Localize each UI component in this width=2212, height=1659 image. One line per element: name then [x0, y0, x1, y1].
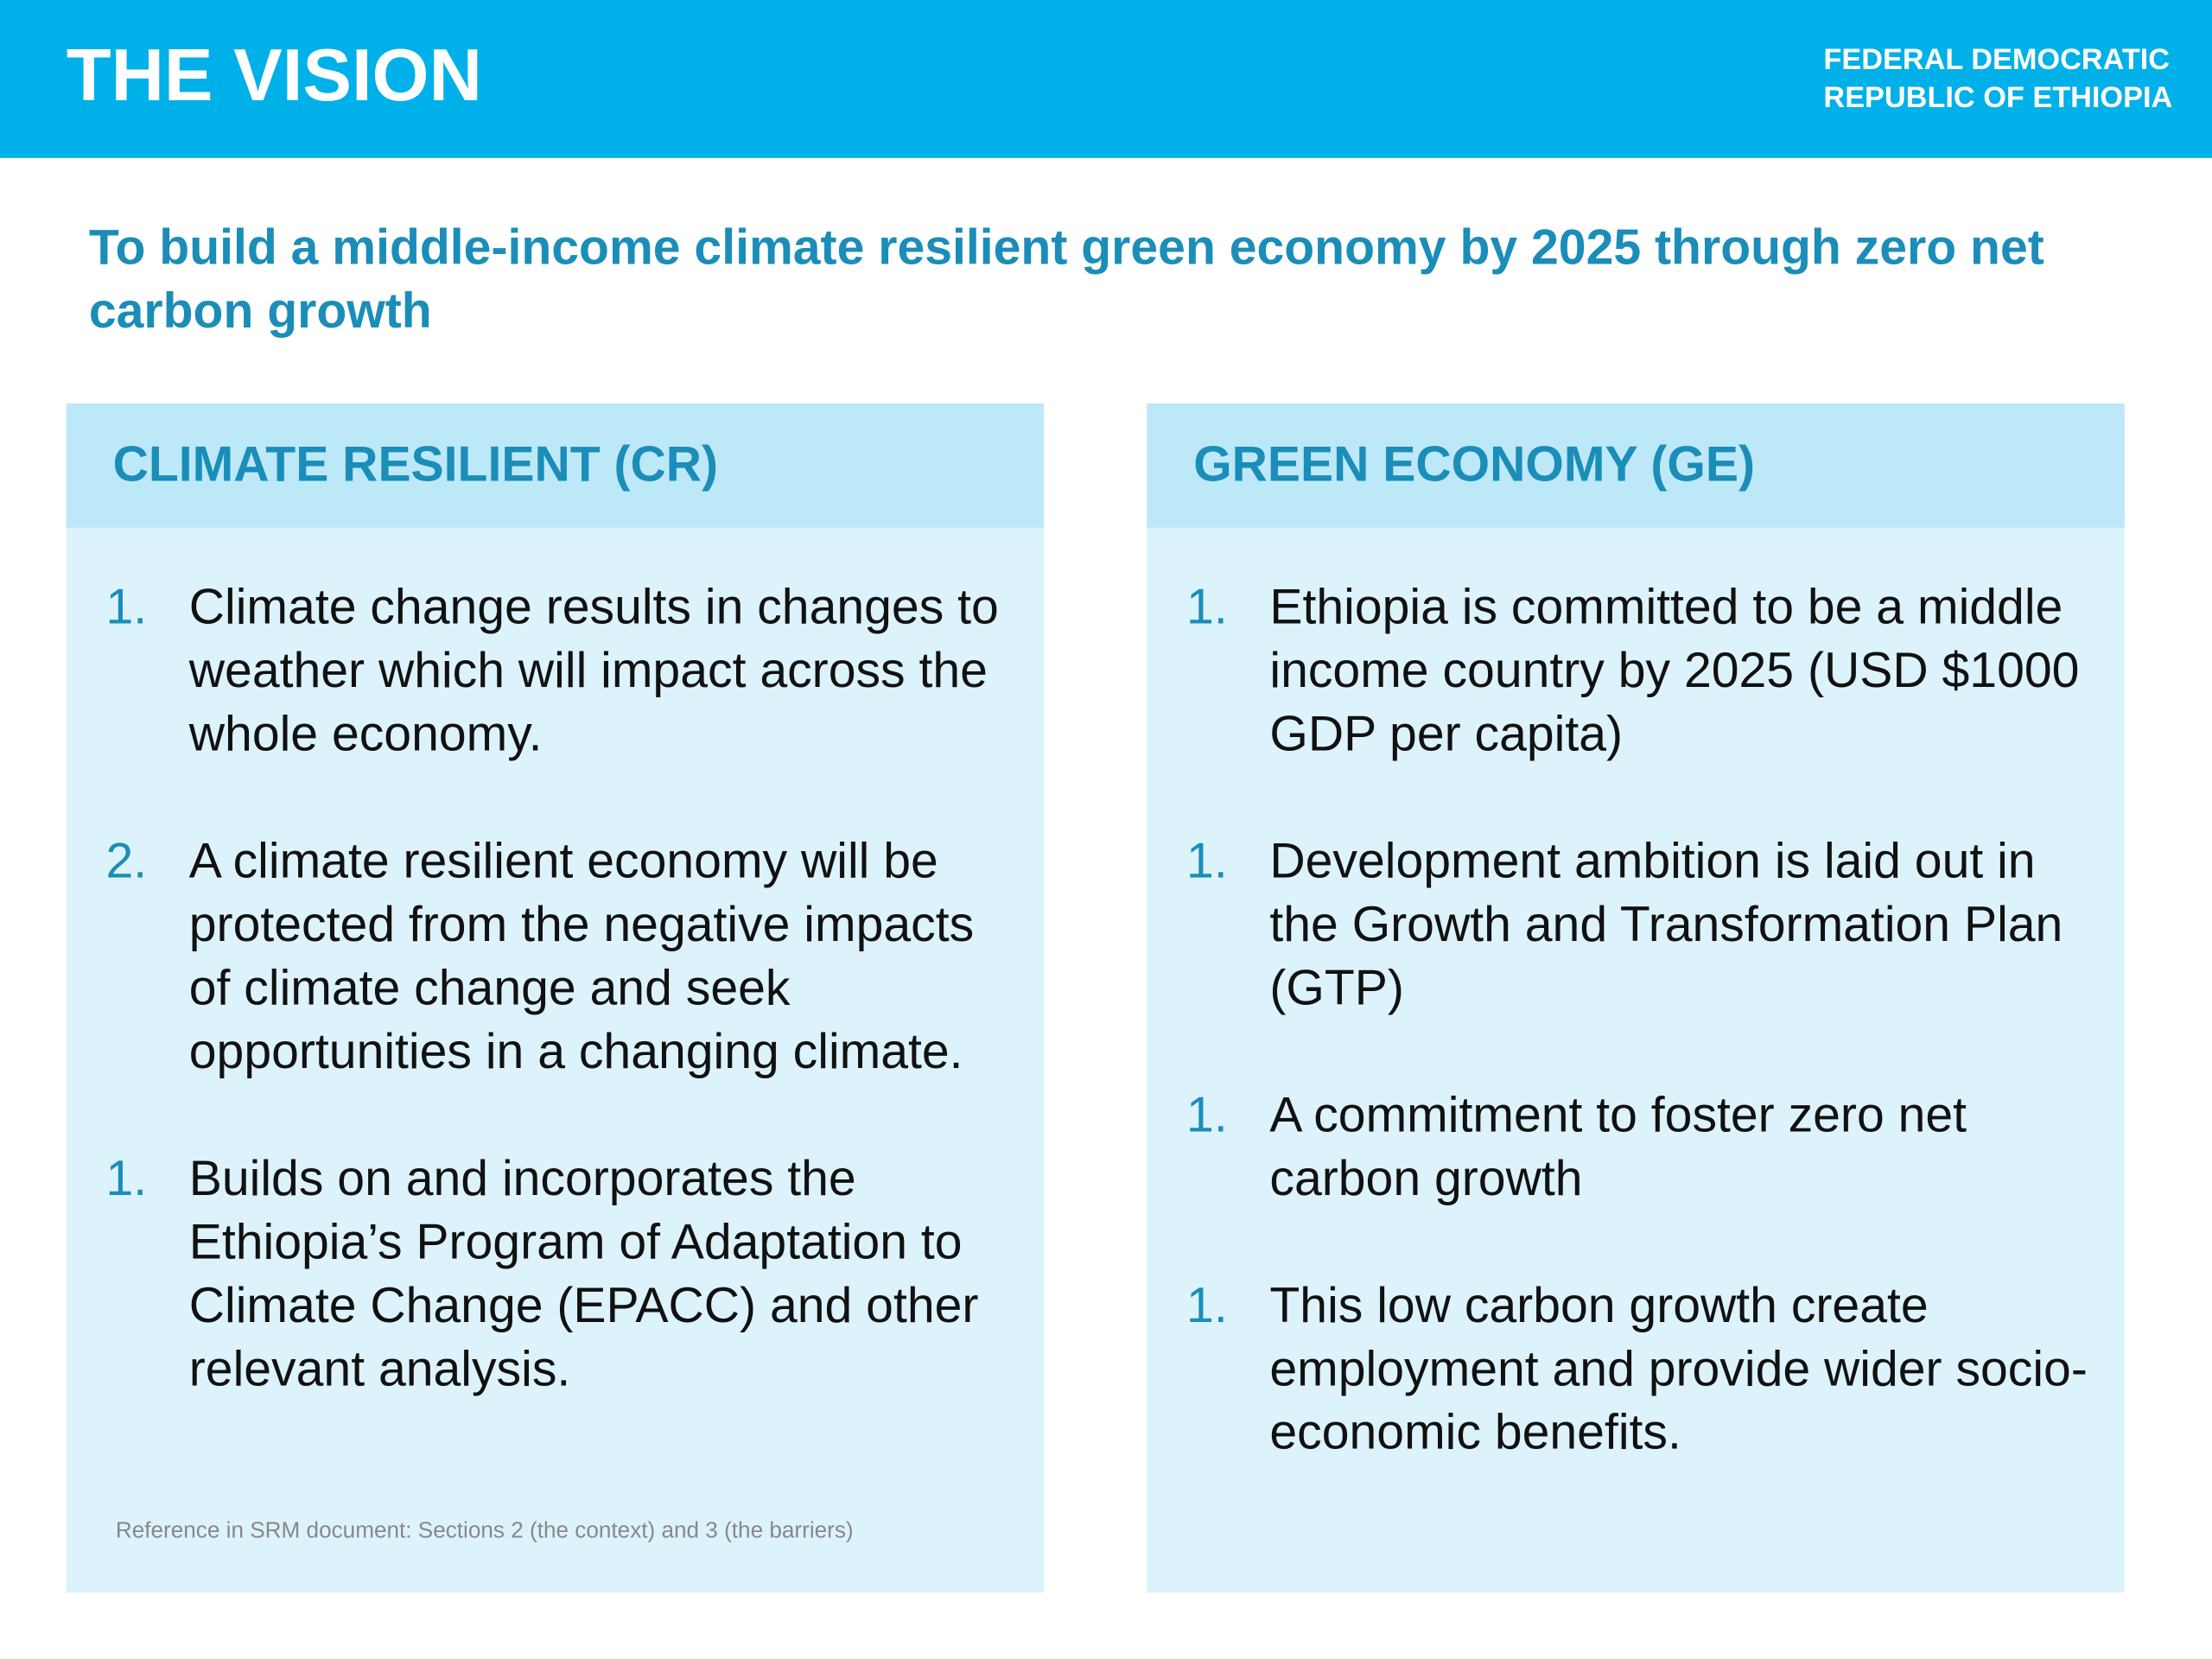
item-text: Development ambition is laid out in the …: [1269, 833, 2063, 1016]
item-text: A commitment to foster zero net carbon g…: [1269, 1087, 1967, 1206]
vision: To build a middle-income climate resilie…: [88, 219, 2044, 339]
item-number: 1.: [105, 580, 148, 635]
item-list: 1. Climate change results in changes to w…: [67, 575, 998, 1465]
item-text: Builds on and incorporates the Ethiopia’…: [188, 1151, 979, 1397]
item-text: Ethiopia is committed to be a middle inc…: [1269, 580, 2080, 762]
footnote: Reference in SRM document: Sections 2 (t…: [115, 1519, 854, 1544]
item-list: 1. Ethiopia is committed to be a middle i…: [1147, 575, 2088, 1528]
list-item: 1. This low carbon growth create employme…: [1147, 1274, 2088, 1464]
item-text: Climate change results in changes to wea…: [188, 580, 999, 762]
title: THE VISION: [66, 35, 482, 118]
item-text: A climate resilient economy will be prot…: [188, 833, 975, 1079]
list-item: 1. A commitment to foster zero net carbon…: [1147, 1084, 2078, 1211]
panel-heading: CLIMATE RESILIENT (CR): [66, 403, 1045, 528]
list-item: 1. Ethiopia is committed to be a middle i…: [1147, 575, 2079, 766]
org-line: REPUBLIC OF ETHIOPIA: [1823, 81, 2173, 115]
item-number: 1.: [1186, 1278, 1228, 1333]
item-number: 1.: [105, 1151, 148, 1206]
panel: GREEN ECONOMY (GE): [1147, 403, 2125, 1593]
list-item: 2. A climate resilient economy will be pr…: [67, 830, 998, 1084]
item-text: This low carbon growth create employment…: [1269, 1278, 2088, 1460]
list-item: 1. Builds on and incorporates the Ethiopi…: [67, 1147, 998, 1401]
list-item: 1. Climate change results in changes to w…: [67, 575, 998, 766]
list-item: 1. Development ambition is laid out in th…: [1147, 830, 2078, 1020]
org-line: FEDERAL DEMOCRATIC: [1823, 43, 2171, 77]
item-number: 1.: [1186, 1087, 1228, 1143]
panel-heading: GREEN ECONOMY (GE): [1147, 403, 2125, 528]
org: FEDERAL DEMOCRATIC REPUBLIC OF ETHIOPIA: [1823, 41, 2172, 117]
panel: CLIMATE RESILIENT (CR): [66, 403, 1045, 1593]
item-number: 1.: [1186, 833, 1228, 889]
header-bar: THE VISION FEDERAL DEMOCRATIC REPUBLIC O…: [0, 0, 2212, 158]
item-number: 1.: [1186, 580, 1228, 635]
item-number: 2.: [105, 833, 148, 889]
